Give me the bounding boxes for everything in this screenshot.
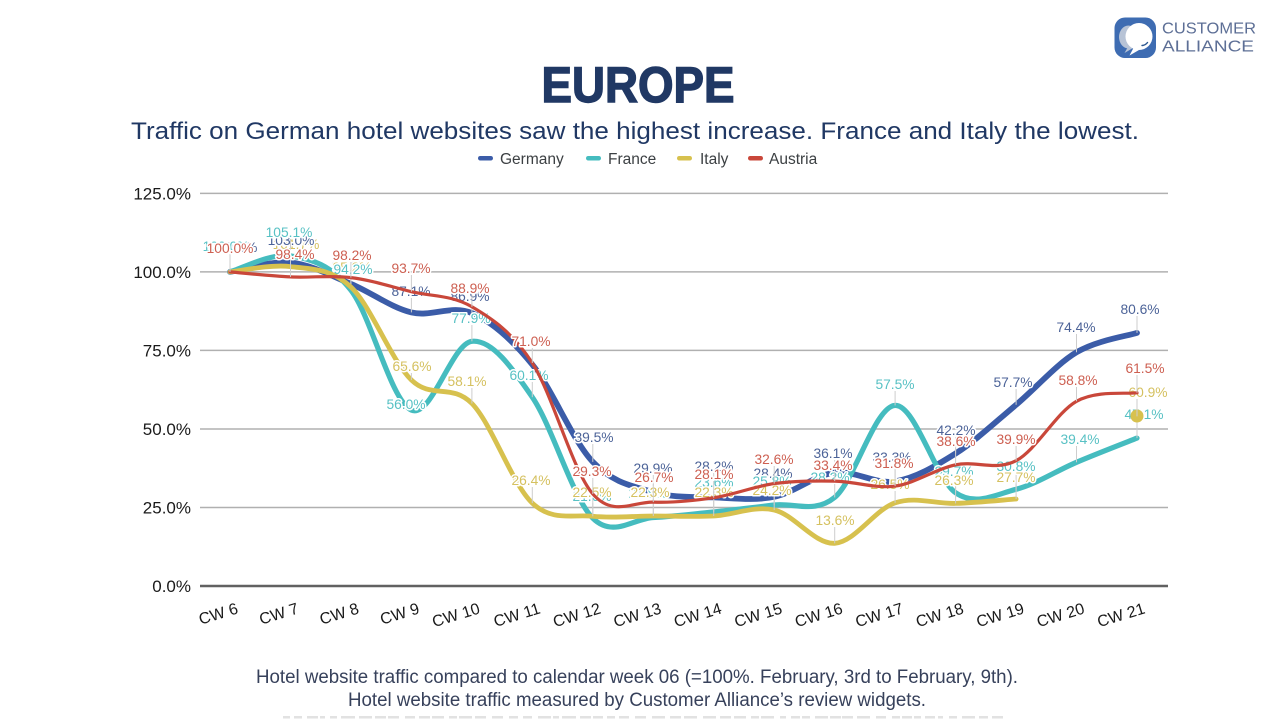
svg-text:100.0%: 100.0% <box>207 241 254 256</box>
svg-text:28.1%: 28.1% <box>694 467 733 482</box>
svg-text:CUSTOMER: CUSTOMER <box>1162 21 1256 38</box>
svg-text:26.4%: 26.4% <box>511 473 550 488</box>
svg-text:88.9%: 88.9% <box>450 281 489 296</box>
svg-text:36.1%: 36.1% <box>813 446 852 461</box>
svg-text:75.0%: 75.0% <box>143 341 191 360</box>
svg-text:50.0%: 50.0% <box>143 420 191 439</box>
svg-text:33.3%: 33.3% <box>872 450 911 465</box>
svg-text:61.5%: 61.5% <box>1125 361 1164 376</box>
svg-text:28.2%: 28.2% <box>694 459 733 474</box>
svg-text:98.2%: 98.2% <box>332 248 371 263</box>
svg-text:56.0%: 56.0% <box>386 397 425 412</box>
svg-text:Italy: Italy <box>700 151 729 168</box>
svg-text:94.2%: 94.2% <box>333 262 372 277</box>
svg-text:93.7%: 93.7% <box>391 261 430 276</box>
svg-text:Traffic on German hotel websit: Traffic on German hotel websites saw the… <box>131 118 1139 145</box>
svg-text:0.0%: 0.0% <box>152 577 191 596</box>
svg-text:33.4%: 33.4% <box>813 458 852 473</box>
svg-text:39.5%: 39.5% <box>574 430 613 445</box>
svg-text:100.0%: 100.0% <box>211 240 258 255</box>
svg-text:26.3%: 26.3% <box>934 473 973 488</box>
svg-text:65.6%: 65.6% <box>392 359 431 374</box>
svg-text:101.7%: 101.7% <box>273 237 320 252</box>
svg-text:27.7%: 27.7% <box>996 470 1035 485</box>
svg-text:58.1%: 58.1% <box>447 374 486 389</box>
svg-text:32.6%: 32.6% <box>754 452 793 467</box>
svg-text:26.5%: 26.5% <box>870 477 909 492</box>
svg-text:38.6%: 38.6% <box>936 434 975 449</box>
svg-text:22.3%: 22.3% <box>630 485 669 500</box>
svg-text:EUROPE: EUROPE <box>542 57 735 113</box>
svg-text:29.9%: 29.9% <box>633 461 672 476</box>
svg-text:Austria: Austria <box>769 151 818 168</box>
svg-text:100.0%: 100.0% <box>133 263 191 282</box>
svg-text:47.1%: 47.1% <box>1124 407 1163 422</box>
svg-text:58.8%: 58.8% <box>1058 373 1097 388</box>
svg-text:21.8%: 21.8% <box>628 486 667 501</box>
svg-text:France: France <box>608 151 656 168</box>
svg-text:57.5%: 57.5% <box>875 377 914 392</box>
svg-text:57.7%: 57.7% <box>993 375 1032 390</box>
svg-text:100.0%: 100.0% <box>203 239 250 254</box>
svg-text:28.4%: 28.4% <box>753 466 792 481</box>
svg-text:80.6%: 80.6% <box>1120 302 1159 317</box>
svg-text:Hotel website traffic compared: Hotel website traffic compared to calend… <box>256 667 1018 688</box>
svg-text:39.4%: 39.4% <box>1060 432 1099 447</box>
svg-text:25.0%: 25.0% <box>143 499 191 518</box>
svg-text:71.0%: 71.0% <box>511 334 550 349</box>
svg-text:13.6%: 13.6% <box>815 513 854 528</box>
svg-text:ALLIANCE: ALLIANCE <box>1162 39 1254 56</box>
svg-text:105.1%: 105.1% <box>266 225 313 240</box>
svg-text:125.0%: 125.0% <box>133 184 191 203</box>
svg-text:39.9%: 39.9% <box>996 432 1035 447</box>
svg-text:42.2%: 42.2% <box>936 423 975 438</box>
svg-text:31.8%: 31.8% <box>874 456 913 471</box>
svg-text:98.4%: 98.4% <box>275 247 314 262</box>
svg-text:74.4%: 74.4% <box>1056 320 1095 335</box>
svg-text:Hotel website traffic measured: Hotel website traffic measured by Custom… <box>348 690 926 711</box>
svg-text:Germany: Germany <box>500 151 564 168</box>
svg-text:29.3%: 29.3% <box>572 464 611 479</box>
svg-text:26.7%: 26.7% <box>634 470 673 485</box>
svg-text:95.2%: 95.2% <box>332 260 371 275</box>
